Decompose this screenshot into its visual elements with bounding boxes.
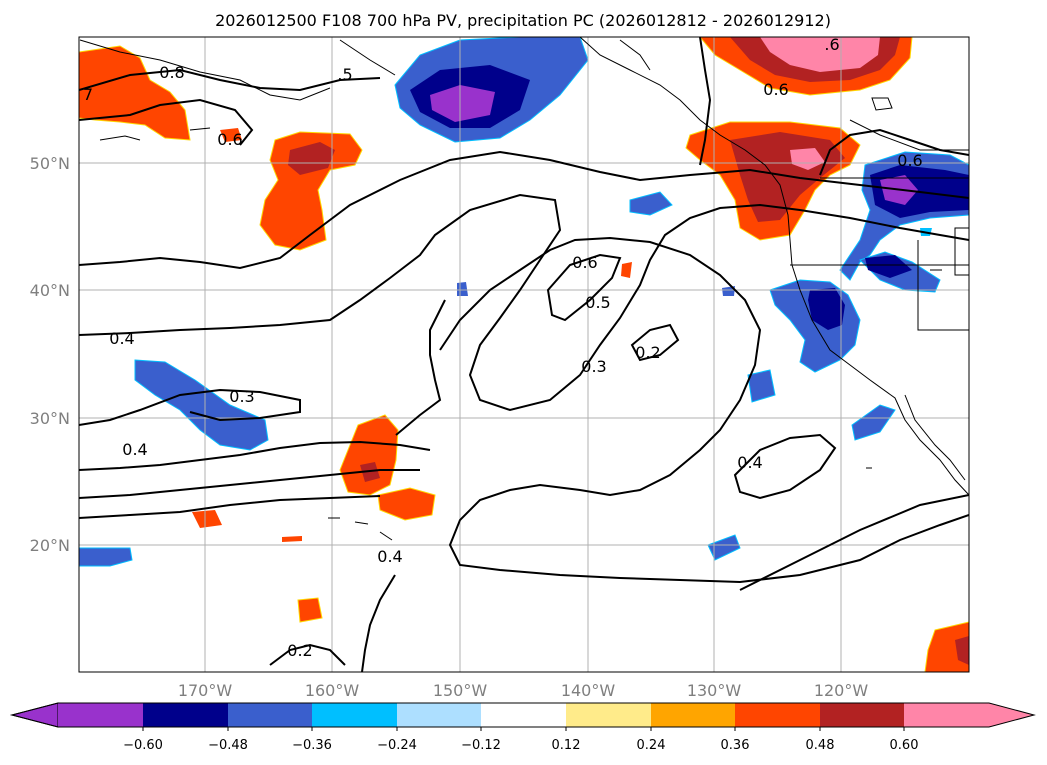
precip-negative-region	[747, 369, 776, 403]
lon-label: 130°W	[687, 681, 742, 700]
precip-positive-region	[760, 37, 880, 72]
precip-positive-region	[297, 597, 323, 623]
plot-frame	[78, 36, 970, 673]
pv-contours	[79, 37, 969, 672]
precip-positive-region	[377, 487, 436, 521]
colorbar-segment	[58, 703, 143, 727]
colorbar-segment	[566, 703, 651, 727]
contour-label: 7	[83, 85, 93, 104]
contour-label: 0.4	[737, 453, 762, 472]
precip-negative-region	[865, 255, 912, 278]
precip-negative-region	[430, 85, 495, 122]
precip-negative-region	[79, 547, 133, 567]
precip-negative-region	[808, 288, 845, 330]
contour-label: 0.2	[287, 641, 312, 660]
lon-label: 170°W	[178, 681, 233, 700]
colorbar-tick-label: 0.48	[806, 738, 835, 753]
colorbar-segment	[481, 703, 566, 727]
contour-labels: 0.8 7 .5 0.6 .6 0.6 0.6 0.4 0.5 0.3 0.2 …	[83, 35, 923, 660]
colorbar-tick-label: −0.36	[292, 738, 332, 753]
contour-label: 0.6	[572, 253, 597, 272]
map-title: 2026012500 F108 700 hPa PV, precipitatio…	[215, 11, 831, 30]
colorbar-segment	[312, 703, 397, 727]
precip-positive-region	[339, 414, 399, 496]
contour-label: 0.6	[763, 80, 788, 99]
precip-negative-region	[707, 534, 741, 561]
precip-positive-region	[220, 128, 242, 142]
colorbar-segment	[651, 703, 735, 727]
contour-label: 0.8	[159, 63, 184, 82]
colorbar-segment	[143, 703, 228, 727]
colorbar-tick-label: 0.12	[552, 738, 581, 753]
latitude-labels: 50°N 40°N 30°N 20°N	[30, 154, 70, 555]
lon-label: 120°W	[814, 681, 869, 700]
colorbar-tick-label: 0.36	[721, 738, 750, 753]
precip-positive-region	[192, 510, 222, 528]
precip-negative-region	[629, 191, 673, 216]
colorbar-tick-label: −0.24	[377, 738, 417, 753]
contour-label: 0.2	[635, 343, 660, 362]
contour-label: 0.4	[122, 440, 147, 459]
colorbar-tick-label: −0.12	[461, 738, 501, 753]
precip-positive-region	[621, 262, 632, 278]
lat-label: 40°N	[30, 281, 70, 300]
colorbar-tick-label: −0.60	[123, 738, 163, 753]
longitude-labels: 170°W 160°W 150°W 140°W 130°W 120°W	[178, 681, 869, 700]
precip-positive-region	[955, 636, 969, 665]
colorbar-segment	[820, 703, 904, 727]
lon-label: 140°W	[561, 681, 616, 700]
colorbar-tick-label: −0.48	[208, 738, 248, 753]
colorbar-tick-label: 0.24	[637, 738, 666, 753]
contour-label: .5	[337, 65, 352, 84]
colorbar-segment	[735, 703, 820, 727]
contour-label: 0.5	[585, 293, 610, 312]
contour-label: 0.4	[377, 547, 402, 566]
lat-label: 50°N	[30, 154, 70, 173]
precip-negative-region	[851, 404, 896, 441]
contour-label: 0.6	[217, 130, 242, 149]
precip-negative-region	[722, 286, 735, 296]
lat-label: 30°N	[30, 409, 70, 428]
colorbar-tick-label: 0.60	[890, 738, 919, 753]
colorbar-segment	[10, 702, 59, 728]
precip-positive-region	[790, 148, 825, 170]
contour-label: .6	[824, 35, 839, 54]
contour-label: 0.4	[109, 329, 134, 348]
precip-positive-region	[288, 142, 335, 175]
plot-area: 0.8 7 .5 0.6 .6 0.6 0.6 0.4 0.5 0.3 0.2 …	[79, 35, 969, 672]
lat-label: 20°N	[30, 536, 70, 555]
contour-label: 0.3	[581, 357, 606, 376]
precip-shading	[79, 37, 969, 672]
colorbar-segment	[904, 703, 1034, 727]
contour-label: 0.6	[897, 151, 922, 170]
contour-label: 0.3	[229, 387, 254, 406]
precip-negative-region	[134, 359, 269, 451]
colorbar: −0.60 −0.48 −0.36 −0.24 −0.12 0.12 0.24 …	[10, 702, 1036, 753]
lon-label: 160°W	[305, 681, 360, 700]
colorbar-segment	[397, 703, 481, 727]
colorbar-ticks	[142, 727, 905, 731]
graticule	[79, 37, 969, 672]
lon-label: 150°W	[433, 681, 488, 700]
colorbar-segment	[228, 703, 312, 727]
precip-positive-region	[282, 536, 302, 542]
